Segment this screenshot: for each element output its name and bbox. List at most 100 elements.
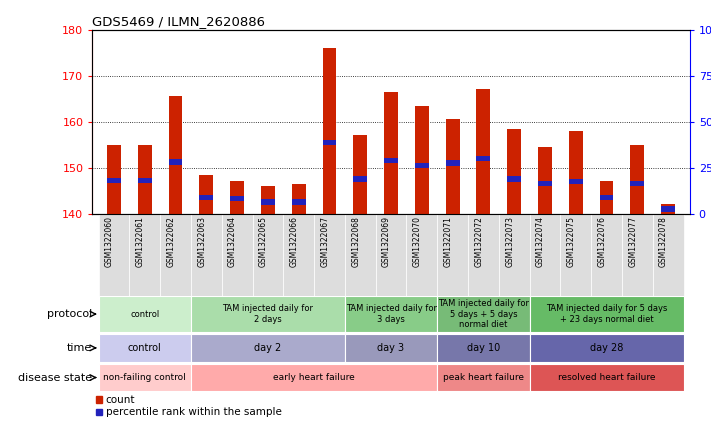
- Bar: [261, 199, 275, 205]
- Text: GSM1322066: GSM1322066: [289, 216, 299, 267]
- Bar: [292, 199, 306, 205]
- Text: TAM injected daily for
5 days + 5 days
normal diet: TAM injected daily for 5 days + 5 days n…: [438, 299, 529, 329]
- Text: resolved heart failure: resolved heart failure: [558, 373, 656, 382]
- FancyBboxPatch shape: [375, 214, 407, 296]
- Text: TAM injected daily for
3 days: TAM injected daily for 3 days: [346, 305, 437, 324]
- FancyBboxPatch shape: [499, 214, 530, 296]
- Text: GSM1322062: GSM1322062: [166, 216, 176, 267]
- FancyBboxPatch shape: [252, 214, 283, 296]
- FancyBboxPatch shape: [191, 214, 222, 296]
- FancyBboxPatch shape: [99, 364, 191, 391]
- Bar: [230, 181, 244, 214]
- Text: GSM1322072: GSM1322072: [474, 216, 483, 267]
- Text: GDS5469 / ILMN_2620886: GDS5469 / ILMN_2620886: [92, 16, 265, 28]
- Text: early heart failure: early heart failure: [273, 373, 355, 382]
- Text: GSM1322068: GSM1322068: [351, 216, 360, 267]
- FancyBboxPatch shape: [99, 214, 129, 296]
- Bar: [599, 181, 614, 214]
- Text: peak heart failure: peak heart failure: [443, 373, 524, 382]
- Bar: [661, 204, 675, 214]
- FancyBboxPatch shape: [591, 214, 622, 296]
- FancyBboxPatch shape: [99, 296, 191, 332]
- Bar: [631, 181, 644, 187]
- Text: GSM1322075: GSM1322075: [567, 216, 576, 267]
- Bar: [169, 159, 183, 165]
- Bar: [323, 140, 336, 145]
- Bar: [107, 178, 121, 183]
- Bar: [138, 145, 151, 214]
- FancyBboxPatch shape: [437, 364, 530, 391]
- Bar: [230, 196, 244, 201]
- FancyBboxPatch shape: [160, 214, 191, 296]
- Bar: [415, 162, 429, 168]
- Bar: [476, 89, 491, 214]
- FancyBboxPatch shape: [191, 364, 437, 391]
- Bar: [476, 156, 491, 161]
- Text: GSM1322069: GSM1322069: [382, 216, 391, 267]
- FancyBboxPatch shape: [345, 214, 375, 296]
- Bar: [538, 147, 552, 214]
- Bar: [661, 206, 675, 212]
- Text: GSM1322070: GSM1322070: [413, 216, 422, 267]
- Bar: [446, 160, 459, 166]
- FancyBboxPatch shape: [283, 214, 314, 296]
- Text: day 10: day 10: [467, 343, 500, 353]
- FancyBboxPatch shape: [530, 364, 683, 391]
- Bar: [95, 396, 102, 403]
- Text: control: control: [128, 343, 161, 353]
- Bar: [107, 145, 121, 214]
- Text: GSM1322065: GSM1322065: [259, 216, 268, 267]
- FancyBboxPatch shape: [222, 214, 252, 296]
- Text: day 3: day 3: [378, 343, 405, 353]
- Bar: [507, 129, 521, 214]
- Bar: [569, 179, 583, 184]
- Text: GSM1322071: GSM1322071: [444, 216, 453, 267]
- FancyBboxPatch shape: [99, 334, 191, 362]
- FancyBboxPatch shape: [560, 214, 591, 296]
- FancyBboxPatch shape: [437, 334, 530, 362]
- Bar: [569, 131, 583, 214]
- Text: count: count: [106, 395, 135, 405]
- Bar: [323, 48, 336, 214]
- Bar: [169, 96, 183, 214]
- Bar: [384, 92, 398, 214]
- Text: GSM1322073: GSM1322073: [506, 216, 514, 267]
- Bar: [138, 178, 151, 183]
- Bar: [199, 175, 213, 214]
- FancyBboxPatch shape: [530, 334, 683, 362]
- FancyBboxPatch shape: [314, 214, 345, 296]
- Text: GSM1322063: GSM1322063: [198, 216, 206, 267]
- Bar: [199, 195, 213, 200]
- Bar: [261, 186, 275, 214]
- Bar: [95, 409, 102, 415]
- FancyBboxPatch shape: [191, 296, 345, 332]
- Bar: [538, 181, 552, 187]
- Text: day 28: day 28: [590, 343, 624, 353]
- FancyBboxPatch shape: [345, 334, 437, 362]
- Bar: [384, 158, 398, 163]
- Text: day 2: day 2: [255, 343, 282, 353]
- FancyBboxPatch shape: [468, 214, 499, 296]
- FancyBboxPatch shape: [407, 214, 437, 296]
- Text: time: time: [67, 343, 92, 353]
- Bar: [507, 176, 521, 182]
- Text: GSM1322078: GSM1322078: [659, 216, 668, 267]
- Text: disease state: disease state: [18, 373, 92, 382]
- FancyBboxPatch shape: [437, 296, 530, 332]
- FancyBboxPatch shape: [129, 214, 160, 296]
- Bar: [353, 176, 367, 182]
- FancyBboxPatch shape: [653, 214, 683, 296]
- Bar: [415, 105, 429, 214]
- Text: GSM1322060: GSM1322060: [105, 216, 114, 267]
- Text: control: control: [130, 310, 159, 319]
- Text: GSM1322061: GSM1322061: [136, 216, 145, 267]
- Text: non-failing control: non-failing control: [103, 373, 186, 382]
- Text: GSM1322067: GSM1322067: [321, 216, 329, 267]
- Text: protocol: protocol: [46, 309, 92, 319]
- Bar: [446, 119, 459, 214]
- FancyBboxPatch shape: [191, 334, 345, 362]
- FancyBboxPatch shape: [345, 296, 437, 332]
- Bar: [353, 135, 367, 214]
- Bar: [631, 145, 644, 214]
- Text: percentile rank within the sample: percentile rank within the sample: [106, 407, 282, 418]
